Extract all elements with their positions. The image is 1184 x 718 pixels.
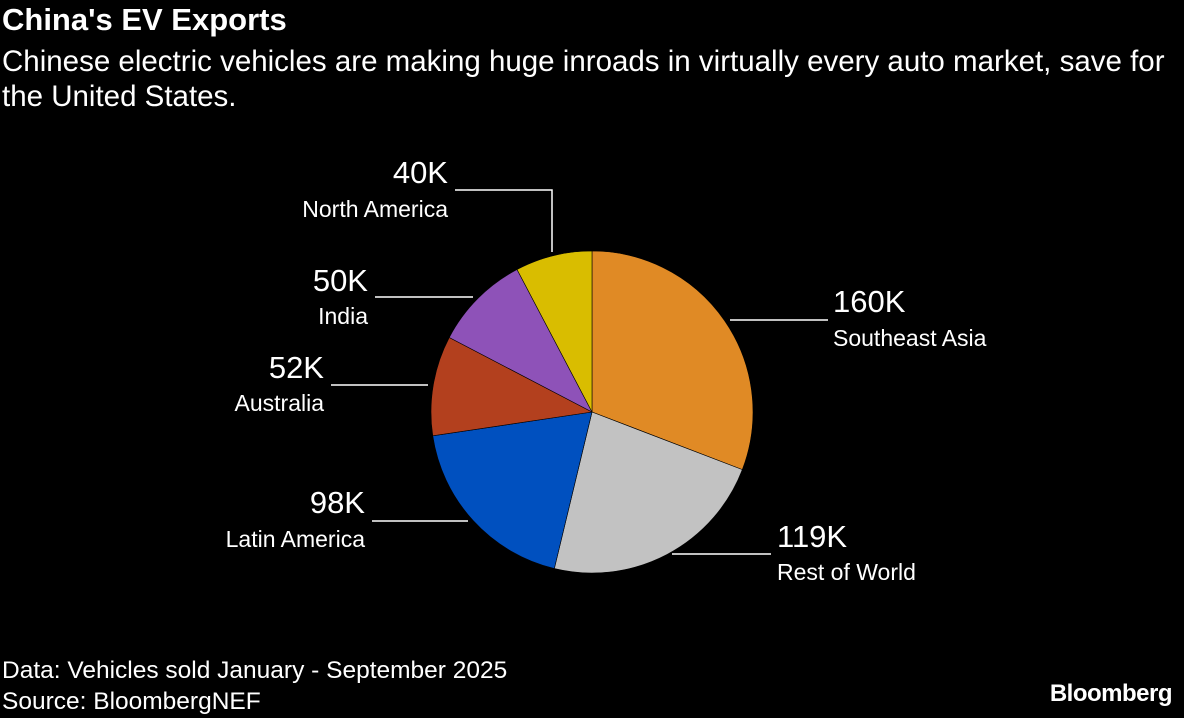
slice-name-latin-america: Latin America: [226, 526, 366, 552]
pie-slice-north-america: [516, 250, 593, 413]
source-note: Source: BloombergNEF: [2, 688, 261, 715]
chart-title: China's EV Exports: [2, 2, 287, 37]
data-label-australia: 52K: [269, 350, 324, 385]
leader-line-north-america: [455, 189, 553, 252]
slice-name-north-america: North America: [302, 196, 448, 222]
data-note: Data: Vehicles sold January - September …: [2, 657, 508, 684]
data-label-rest-of-world: 119K: [777, 519, 847, 554]
pie-slice-southeast-asia: [591, 250, 754, 471]
pie-slice-rest-of-world: [553, 411, 743, 574]
pie-slice-australia: [430, 337, 593, 437]
data-label-north-america: 40K: [393, 155, 448, 190]
slice-name-australia: Australia: [235, 390, 325, 416]
pie-slice-india: [448, 269, 593, 413]
data-label-southeast-asia: 160K: [833, 284, 906, 319]
pie-slice-latin-america: [432, 411, 593, 569]
bloomberg-logo: Bloomberg: [1049, 680, 1173, 707]
chart-subtitle: Chinese electric vehicles are making hug…: [2, 45, 1165, 113]
slice-name-rest-of-world: Rest of World: [777, 559, 916, 585]
data-label-latin-america: 98K: [310, 485, 365, 520]
data-label-india: 50K: [313, 263, 368, 298]
slice-name-india: India: [318, 303, 368, 329]
slice-name-southeast-asia: Southeast Asia: [833, 325, 987, 351]
